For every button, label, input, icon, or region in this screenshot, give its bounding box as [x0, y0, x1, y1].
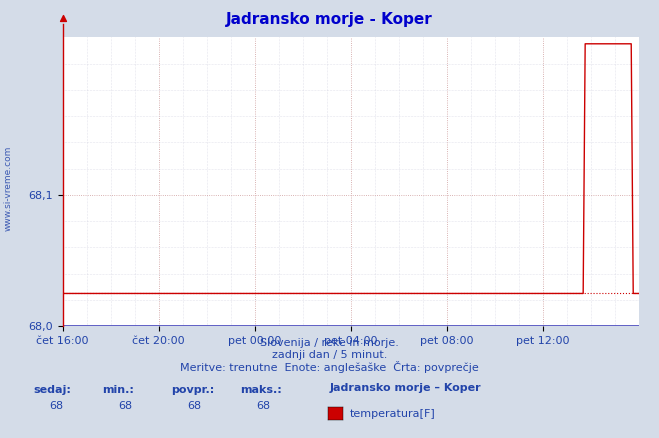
Point [57, 14, 68, 21]
Text: sedaj:: sedaj: [33, 385, 71, 395]
Text: temperatura[F]: temperatura[F] [349, 409, 435, 419]
Text: www.si-vreme.com: www.si-vreme.com [4, 146, 13, 231]
Text: maks.:: maks.: [241, 385, 282, 395]
Text: 68: 68 [49, 402, 63, 411]
Text: Meritve: trenutne  Enote: anglešaške  Črta: povprečje: Meritve: trenutne Enote: anglešaške Črta… [180, 361, 479, 373]
Text: 68: 68 [118, 402, 132, 411]
Text: Jadransko morje - Koper: Jadransko morje - Koper [226, 12, 433, 27]
Text: zadnji dan / 5 minut.: zadnji dan / 5 minut. [272, 350, 387, 360]
Text: min.:: min.: [102, 385, 134, 395]
Text: 68: 68 [187, 402, 202, 411]
Text: Jadransko morje – Koper: Jadransko morje – Koper [330, 383, 481, 392]
Text: Slovenija / reke in morje.: Slovenija / reke in morje. [260, 338, 399, 347]
Text: 68: 68 [256, 402, 271, 411]
Text: povpr.:: povpr.: [171, 385, 215, 395]
